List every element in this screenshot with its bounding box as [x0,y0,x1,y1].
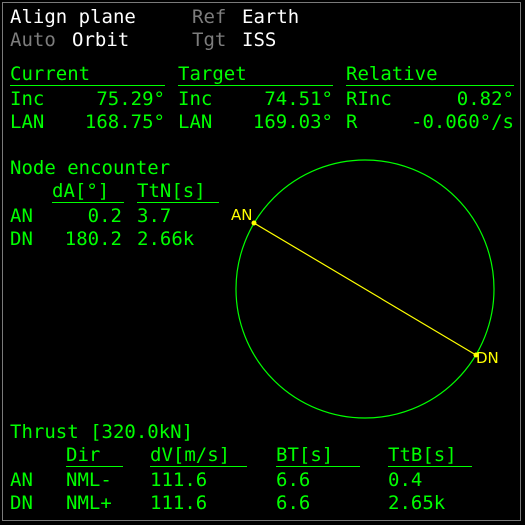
thrust-row-an-dir: NML- [66,469,112,491]
thrust-col-bt: BT[s] [276,444,360,467]
thrust-row-an-name: AN [10,469,33,491]
thrust-col-ttb: TtB[s] [388,444,472,467]
thrust-row-dn-name: DN [10,492,33,514]
thrust-title: Thrust [320.0kN] [10,421,193,443]
thrust-row-an-bt: 6.6 [276,469,310,491]
thrust-col-dir: Dir [66,444,123,467]
thrust-row-dn-dir: NML+ [66,492,112,514]
thrust-row-an-dv: 111.6 [150,469,207,491]
an-label: AN [231,206,252,224]
thrust-row-an-ttb: 0.4 [388,469,422,491]
thrust-row-dn-bt: 6.6 [276,492,310,514]
thrust-row-dn-ttb: 2.65k [388,492,445,514]
thrust-col-dv: dV[m/s] [150,444,247,467]
thrust-row-dn-dv: 111.6 [150,492,207,514]
node-line [254,223,476,355]
dn-label: DN [476,349,499,367]
